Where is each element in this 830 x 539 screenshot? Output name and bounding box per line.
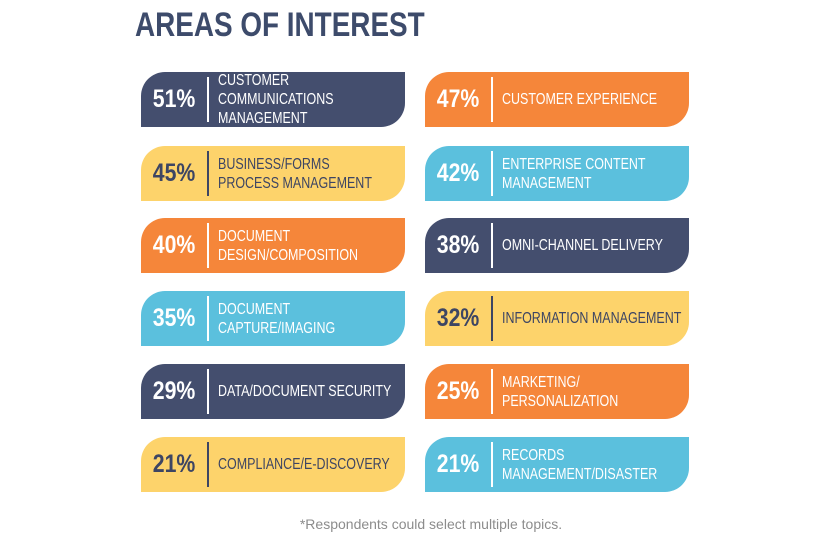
card-divider (207, 151, 209, 196)
interest-percent: 40% (141, 218, 208, 273)
interest-percent: 29% (141, 364, 208, 419)
interest-percent: 45% (141, 146, 208, 201)
interest-card: 21% RECORDS MANAGEMENT/DISASTER (425, 437, 689, 492)
interest-card: 29% DATA/DOCUMENT SECURITY (141, 364, 405, 419)
interest-percent: 51% (141, 72, 208, 127)
interest-percent-value: 35% (153, 304, 196, 332)
interest-card: 40% DOCUMENT DESIGN/COMPOSITION (141, 218, 405, 273)
card-divider (207, 77, 209, 122)
interest-label: COMPLIANCE/E-DISCOVERY (218, 437, 397, 492)
interest-percent-value: 25% (437, 377, 480, 405)
footnote-text: *Respondents could select multiple topic… (299, 516, 563, 532)
interest-label-text: DATA/DOCUMENT SECURITY (218, 383, 392, 400)
interest-percent: 25% (425, 364, 492, 419)
interest-percent-value: 21% (153, 450, 196, 478)
interest-percent-value: 29% (153, 377, 196, 405)
interest-label: CUSTOMER EXPERIENCE (502, 72, 681, 127)
interest-percent: 38% (425, 218, 492, 273)
interest-label: DOCUMENT CAPTURE/IMAGING (218, 291, 397, 346)
card-divider (207, 369, 209, 414)
interest-percent-value: 51% (153, 85, 196, 113)
page-title: AREAS OF INTEREST (135, 6, 425, 44)
card-divider (491, 77, 493, 122)
card-divider (491, 151, 493, 196)
interest-percent-value: 38% (437, 231, 480, 259)
interest-label-text: OMNI-CHANNEL DELIVERY (502, 237, 663, 254)
card-divider (491, 369, 493, 414)
card-divider (207, 296, 209, 341)
footnote: *Respondents could select multiple topic… (0, 516, 830, 532)
card-divider (207, 223, 209, 268)
interest-label: BUSINESS/FORMS PROCESS MANAGEMENT (218, 146, 397, 201)
interest-label-text: DOCUMENT DESIGN/COMPOSITION (218, 227, 359, 264)
interest-label-text: RECORDS MANAGEMENT/DISASTER (502, 446, 658, 483)
interest-percent-value: 45% (153, 159, 196, 187)
interest-label-text: CUSTOMER EXPERIENCE (502, 91, 658, 108)
interest-card: 25% MARKETING/ PERSONALIZATION (425, 364, 689, 419)
card-divider (491, 442, 493, 487)
interest-percent-value: 21% (437, 450, 480, 478)
interest-card: 51% CUSTOMER COMMUNICATIONS MANAGEMENT (141, 72, 405, 127)
interest-label: DATA/DOCUMENT SECURITY (218, 364, 397, 419)
interest-label: RECORDS MANAGEMENT/DISASTER (502, 437, 681, 492)
interest-percent: 32% (425, 291, 492, 346)
interest-label-text: CUSTOMER COMMUNICATIONS MANAGEMENT (218, 72, 334, 127)
interest-label-text: MARKETING/ PERSONALIZATION (502, 373, 619, 410)
interest-percent: 21% (141, 437, 208, 492)
interest-label: ENTERPRISE CONTENT MANAGEMENT (502, 146, 681, 201)
interest-label: OMNI-CHANNEL DELIVERY (502, 218, 681, 273)
interest-percent: 42% (425, 146, 492, 201)
interest-label-text: COMPLIANCE/E-DISCOVERY (218, 456, 390, 473)
interest-label: DOCUMENT DESIGN/COMPOSITION (218, 218, 397, 273)
interest-label-text: INFORMATION MANAGEMENT (502, 310, 682, 327)
interest-label: CUSTOMER COMMUNICATIONS MANAGEMENT (218, 72, 397, 127)
interest-label-text: BUSINESS/FORMS PROCESS MANAGEMENT (218, 155, 372, 192)
interest-percent: 21% (425, 437, 492, 492)
interest-percent: 47% (425, 72, 492, 127)
interest-card: 32% INFORMATION MANAGEMENT (425, 291, 689, 346)
interest-percent-value: 42% (437, 159, 480, 187)
interest-percent-value: 40% (153, 231, 196, 259)
interest-card: 45% BUSINESS/FORMS PROCESS MANAGEMENT (141, 146, 405, 201)
interest-percent-value: 32% (437, 304, 480, 332)
card-divider (207, 442, 209, 487)
interest-card: 38% OMNI-CHANNEL DELIVERY (425, 218, 689, 273)
interest-card: 42% ENTERPRISE CONTENT MANAGEMENT (425, 146, 689, 201)
interest-label: INFORMATION MANAGEMENT (502, 291, 681, 346)
interest-card: 21% COMPLIANCE/E-DISCOVERY (141, 437, 405, 492)
interest-percent-value: 47% (437, 85, 480, 113)
interest-label-text: DOCUMENT CAPTURE/IMAGING (218, 300, 336, 337)
interest-label-text: ENTERPRISE CONTENT MANAGEMENT (502, 155, 646, 192)
card-divider (491, 296, 493, 341)
interest-card: 35% DOCUMENT CAPTURE/IMAGING (141, 291, 405, 346)
card-divider (491, 223, 493, 268)
interest-card: 47% CUSTOMER EXPERIENCE (425, 72, 689, 127)
interest-label: MARKETING/ PERSONALIZATION (502, 364, 681, 419)
interest-percent: 35% (141, 291, 208, 346)
